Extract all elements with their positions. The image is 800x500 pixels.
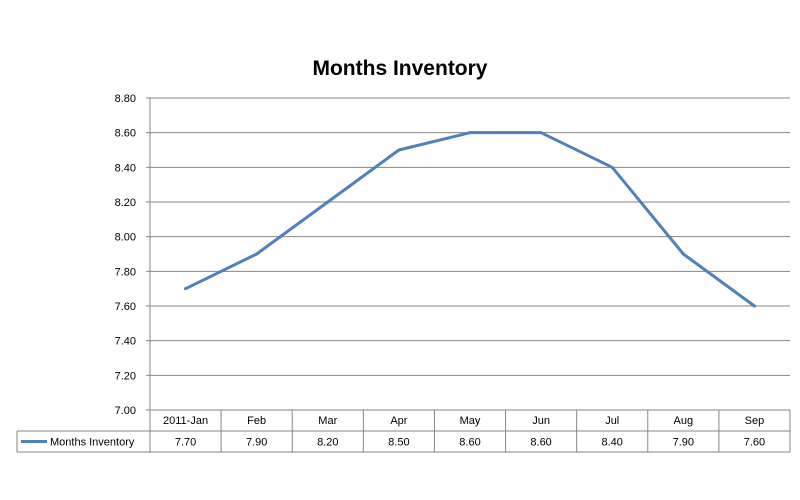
data-table-value: 8.40 [602,437,623,449]
data-point [681,252,685,256]
x-category-label: May [460,415,481,427]
x-category-label: Mar [318,415,337,427]
y-tick-label: 8.40 [115,162,136,174]
chart-title: Months Inventory [312,57,487,80]
y-tick-label: 8.00 [115,232,136,244]
y-tick-label: 7.00 [115,405,136,417]
data-point [539,131,543,135]
data-table-value: 8.20 [317,437,338,449]
y-tick-label: 8.80 [115,93,136,105]
data-point [326,200,330,204]
y-tick-label: 7.80 [115,266,136,278]
x-category-label: Apr [390,415,407,427]
data-point [468,131,472,135]
series-line [184,131,756,308]
data-point [255,252,259,256]
data-table-value: 8.60 [530,437,551,449]
x-category-label: Jul [605,415,619,427]
y-tick-label: 7.60 [115,301,136,313]
data-table-value: 8.50 [388,437,409,449]
data-table-value: 7.70 [175,437,196,449]
y-tick-label: 8.60 [115,128,136,140]
legend-label: Months Inventory [50,437,135,449]
data-table-value: 7.90 [673,437,694,449]
x-category-label: Sep [745,415,765,427]
x-category-label: Aug [674,415,694,427]
x-category-label: 2011-Jan [163,415,208,427]
y-tick-label: 7.20 [115,370,136,382]
data-table-value: 7.90 [246,437,267,449]
data-table-value: 7.60 [744,437,765,449]
data-point [397,148,401,152]
y-tick-label: 7.40 [115,336,136,348]
y-tick-label: 8.20 [115,197,136,209]
data-table-value: 8.60 [459,437,480,449]
data-point [610,165,614,169]
data-point [184,287,188,291]
x-category-label: Feb [247,415,266,427]
data-point [752,304,756,308]
x-category-label: Jun [532,415,550,427]
